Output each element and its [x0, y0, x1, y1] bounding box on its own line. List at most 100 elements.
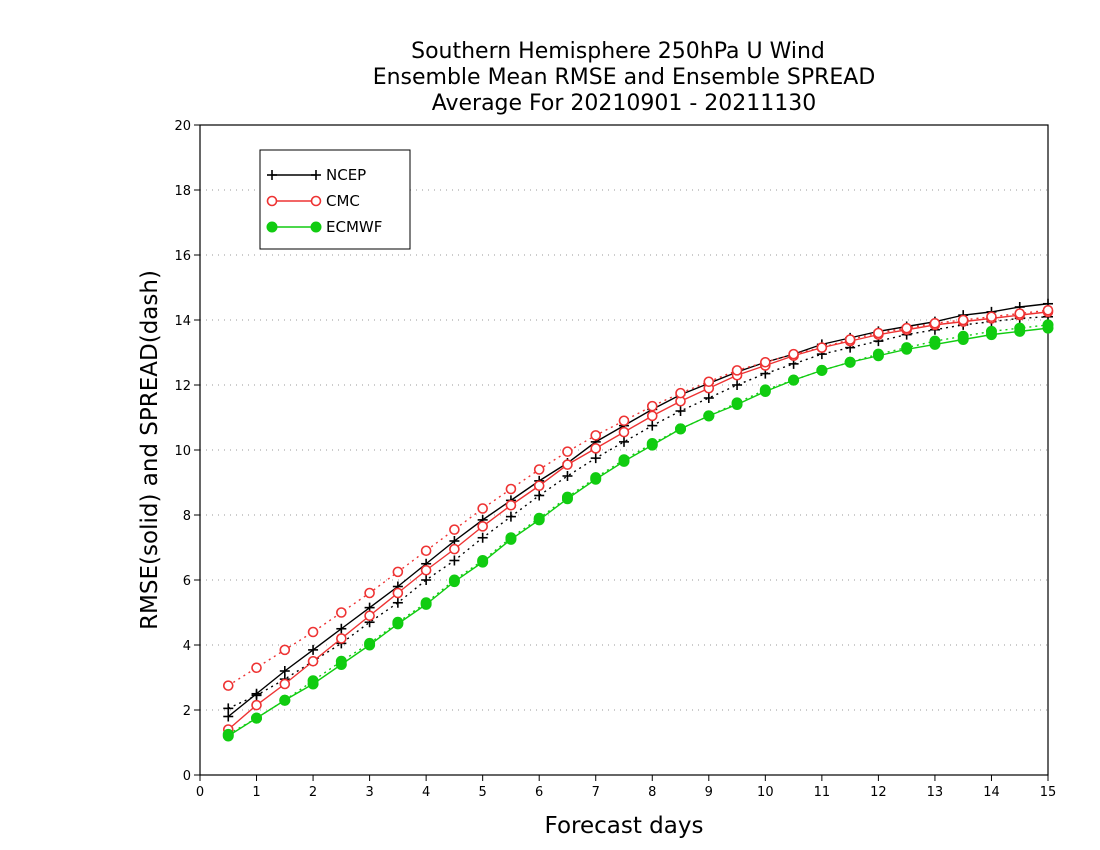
series-cmc-solid-point-6 [392, 587, 404, 599]
x-tick-label-8: 8 [648, 785, 656, 800]
x-tick-label-5: 5 [479, 785, 487, 800]
series-ecmwf-dash-point-13 [590, 472, 602, 484]
legend-ecmwf-marker-start [266, 221, 278, 233]
series-cmc-dash-point-17 [703, 376, 715, 388]
series-ecmwf-dash-point-25 [929, 335, 941, 347]
series-cmc-dash-point-5 [364, 587, 375, 599]
series-cmc-dash-point-12 [562, 446, 573, 457]
series-ncep-dash-point-11 [534, 490, 545, 501]
series-ecmwf-dash-point-23 [872, 348, 884, 360]
x-tick-label-12: 12 [870, 785, 887, 800]
series-ecmwf-dash-point-2 [279, 694, 291, 706]
series-cmc-solid-point-8 [449, 543, 460, 555]
series-cmc-dash-point-27 [986, 311, 997, 323]
series-ecmwf-solid-line [227, 327, 1049, 737]
series-ncep-solid-point-3 [308, 644, 319, 655]
x-tick-label-4: 4 [422, 785, 430, 800]
series-ncep-dash-point-6 [392, 597, 403, 608]
x-tick-label-2: 2 [309, 785, 317, 800]
series-ecmwf-dash-point-12 [561, 491, 573, 503]
series-ecmwf-dash-point-6 [392, 616, 404, 628]
series-cmc-dash-point-28 [1014, 308, 1026, 319]
series-ecmwf-dash-point-24 [901, 342, 913, 354]
series-cmc-dash-point-2 [279, 644, 291, 656]
series-cmc-dash-point-22 [844, 334, 856, 345]
x-tick-label-3: 3 [365, 785, 373, 800]
legend: NCEP CMC ECMWF [259, 149, 411, 250]
series-ncep-dash-point-0 [223, 703, 234, 714]
series-ecmwf-dash-point-9 [477, 555, 489, 566]
series-ecmwf-dash-point-8 [448, 574, 460, 586]
series-cmc-solid-point-3 [307, 655, 319, 667]
legend-ncep-marker-start [267, 170, 277, 180]
series-ncep-dash-point-16 [675, 406, 686, 416]
y-tick-label-6: 6 [183, 574, 191, 589]
series-ncep-solid-point-4 [336, 623, 347, 634]
legend-cmc-marker-start [266, 195, 278, 207]
series-cmc-solid-point-14 [618, 426, 630, 438]
series-ncep-dash-point-17 [703, 393, 714, 403]
series-ncep-dash-point-13 [590, 453, 601, 464]
x-tick-label-1: 1 [252, 785, 260, 800]
x-tick-label-13: 13 [927, 785, 944, 800]
series-cmc-solid-point-1 [251, 699, 262, 711]
series-ncep-solid-line [227, 303, 1049, 718]
series-ecmwf-dash-point-29 [1042, 319, 1054, 331]
series-cmc-dash-point-18 [731, 365, 743, 376]
legend-ecmwf-marker-end [310, 221, 322, 233]
series-cmc-solid-point-4 [336, 633, 347, 644]
series-cmc-dash-point-15 [646, 400, 658, 412]
series-ncep-dash-line [227, 316, 1049, 710]
y-tick-label-12: 12 [174, 379, 191, 394]
series-ecmwf-dash-point-21 [816, 364, 828, 376]
y-tick-label-10: 10 [174, 444, 191, 459]
series-cmc-dash-point-3 [307, 626, 319, 638]
series-ecmwf-dash-point-22 [844, 356, 856, 368]
x-tick-label-7: 7 [592, 785, 600, 800]
x-tick-label-10: 10 [757, 785, 774, 800]
series-ecmwf-dash-point-1 [251, 712, 263, 724]
series-cmc-dash-point-11 [533, 464, 545, 475]
series-ncep-dash-point-18 [732, 380, 743, 390]
series-ecmwf-dash-point-19 [759, 384, 771, 396]
series-cmc-dash-point-16 [675, 387, 686, 399]
series-cmc-dash-point-1 [251, 662, 262, 674]
legend-box [259, 149, 411, 250]
series-cmc-dash-point-10 [505, 483, 517, 495]
series-ecmwf-dash-point-3 [307, 675, 319, 687]
chart-title-line-3: Average For 20210901 - 20211130 [432, 91, 817, 116]
y-tick-label-20: 20 [174, 119, 191, 134]
series-ncep-dash-point-10 [505, 511, 516, 522]
series-cmc-dash-point-26 [957, 314, 969, 326]
series-cmc-solid-point-12 [562, 459, 573, 470]
series-cmc-dash-point-19 [760, 356, 771, 368]
y-tick-label-18: 18 [174, 184, 191, 199]
series-ncep-dash-point-7 [421, 575, 432, 585]
series-cmc-dash-point-8 [449, 524, 460, 535]
series-cmc-dash-point-4 [336, 607, 347, 618]
series-cmc-solid-point-13 [590, 443, 602, 454]
series-ecmwf-dash-point-27 [985, 325, 997, 337]
legend-items: NCEP CMC ECMWF [266, 166, 382, 236]
series-cmc-solid-line [227, 311, 1049, 731]
chart-title-line-2: Ensemble Mean RMSE and Ensemble SPREAD [373, 65, 876, 90]
series-cmc-dash-point-29 [1042, 304, 1054, 316]
y-axis-label: RMSE(solid) and SPREAD(dash) [137, 270, 163, 630]
series-ecmwf-dash-point-28 [1014, 322, 1026, 334]
series-cmc-solid-point-5 [364, 610, 375, 622]
series-cmc-dash-point-13 [590, 430, 602, 441]
series-ncep-dash-point-1 [251, 690, 262, 701]
legend-cmc-label: CMC [326, 192, 360, 210]
x-tick-label-0: 0 [196, 785, 204, 800]
series-cmc-solid-point-2 [279, 678, 291, 690]
series-cmc-dash-point-23 [873, 327, 884, 339]
series-cmc-dash-line [227, 309, 1049, 687]
series-ecmwf-dash-point-16 [675, 423, 687, 435]
series-ecmwf-dash-point-0 [222, 728, 234, 740]
series-ecmwf-dash-point-15 [646, 438, 658, 449]
series-ecmwf-dash-point-18 [731, 397, 743, 409]
series-cmc-solid-point-10 [505, 499, 517, 511]
series-ncep-dash-point-15 [647, 420, 658, 431]
series-ecmwf-dash-point-11 [533, 512, 545, 524]
series-cmc-dash-point-14 [618, 415, 630, 427]
